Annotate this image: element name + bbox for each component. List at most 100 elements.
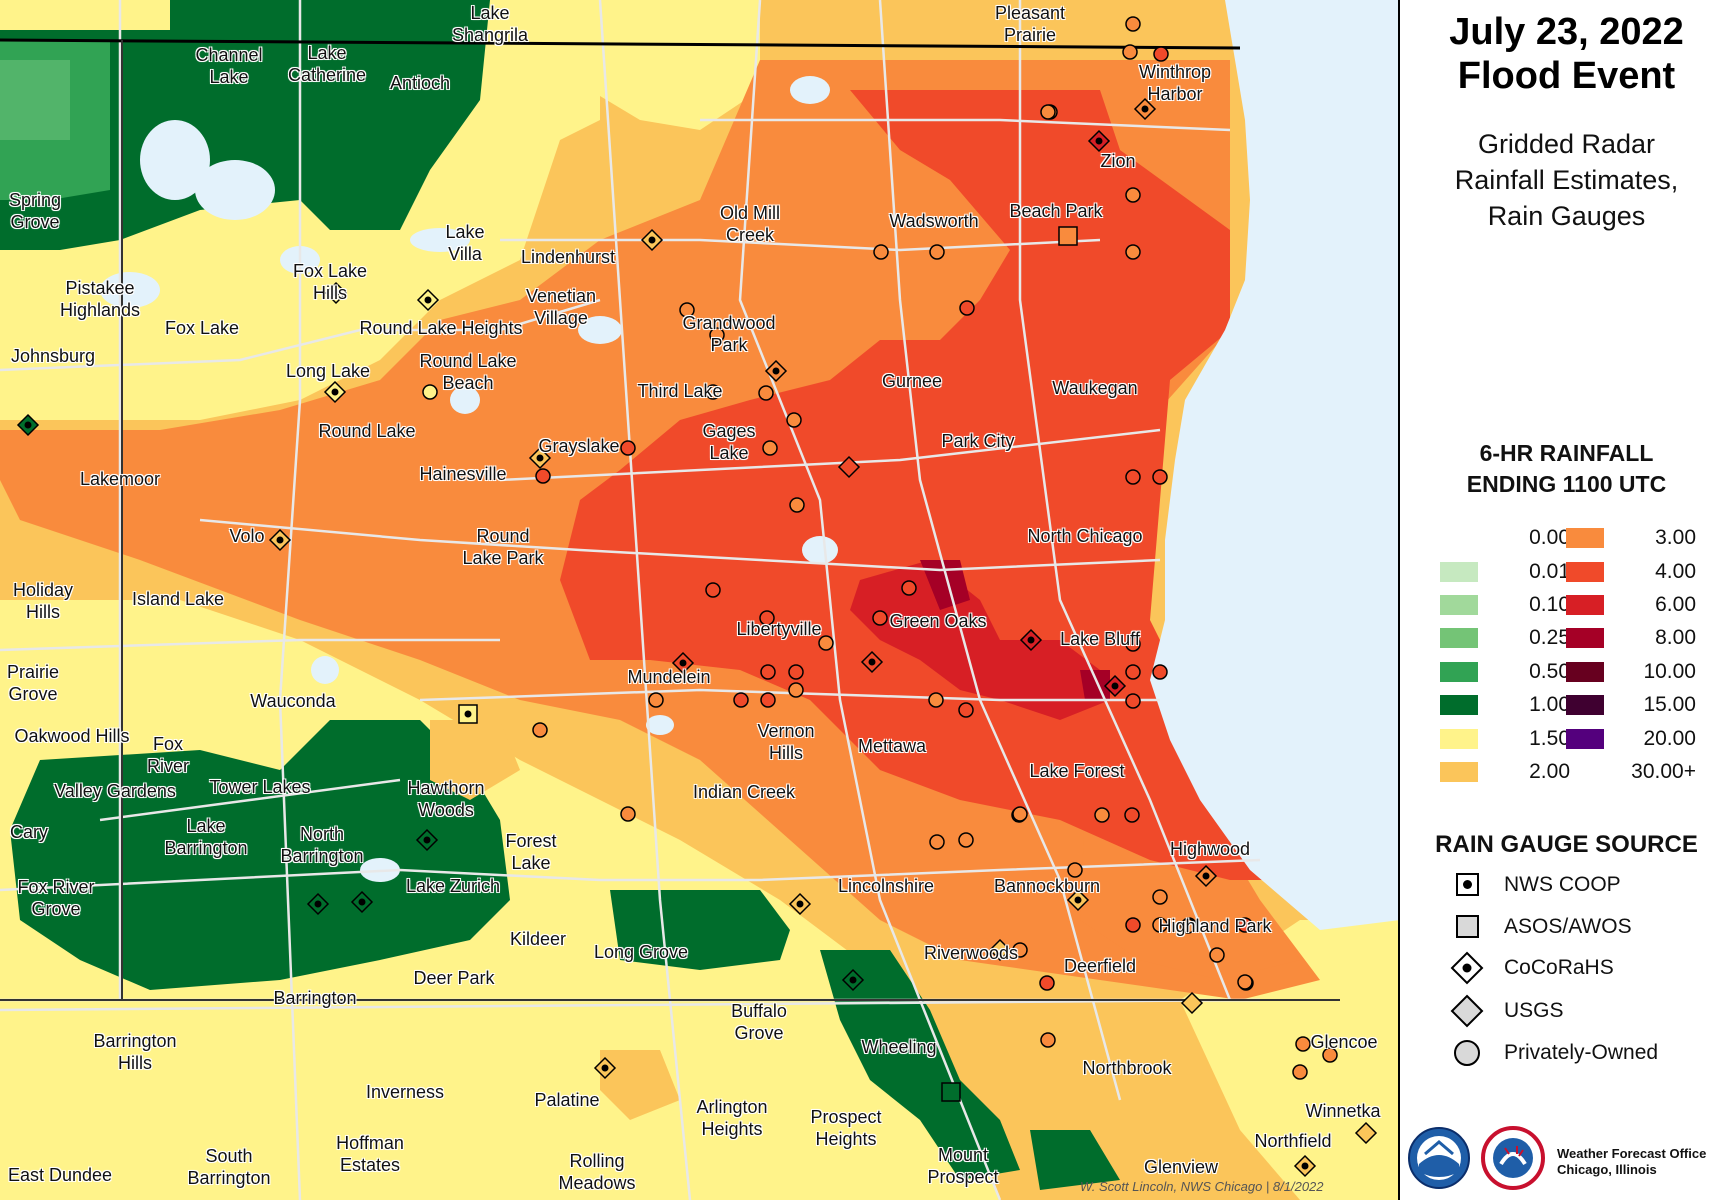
nws-coop-gauge-dot	[464, 710, 472, 718]
privately-owned-gauge	[818, 635, 834, 651]
road	[0, 638, 500, 652]
privately-owned-gauge	[648, 692, 664, 708]
privately-owned-gauge	[929, 244, 945, 260]
legend-swatch	[1566, 528, 1604, 548]
privately-owned-gauge	[760, 664, 776, 680]
rainfall-grid-layer	[0, 0, 1398, 1200]
gauge-source-item-4: Privately-Owned	[1450, 1036, 1730, 1070]
cocorahs-gauge-dot	[601, 1064, 609, 1072]
legend-label: 15.00	[1643, 693, 1696, 716]
cocorahs-gauge-dot	[536, 454, 544, 462]
privately-owned-gauge	[1153, 46, 1169, 62]
inland-lake	[802, 536, 838, 564]
cocorahs-gauge-dot	[648, 236, 656, 244]
privately-owned-gauge	[1292, 1064, 1308, 1080]
square-dot-icon	[1456, 873, 1479, 896]
legend-swatch	[1440, 729, 1478, 749]
road	[199, 518, 1161, 572]
inland-lake	[646, 715, 674, 735]
legend-swatch	[1566, 662, 1604, 682]
office-label: Weather Forecast Office Chicago, Illinoi…	[1557, 1146, 1707, 1177]
privately-owned-gauge	[958, 832, 974, 848]
cocorahs-gauge-dot	[423, 836, 431, 844]
privately-owned-gauge	[1322, 1047, 1338, 1063]
privately-owned-gauge	[705, 384, 721, 400]
privately-owned-gauge	[1012, 942, 1028, 958]
road	[278, 0, 302, 1200]
legend-label: 10.00	[1643, 660, 1696, 683]
road	[499, 428, 1161, 482]
privately-owned-gauge	[1152, 889, 1168, 905]
legend-label: 0.01	[1529, 560, 1570, 583]
privately-owned-gauge	[760, 692, 776, 708]
author-credit: W. Scott Lincoln, NWS Chicago | 8/1/2022	[1080, 1179, 1324, 1194]
privately-owned-gauge	[620, 806, 636, 822]
privately-owned-gauge	[1180, 918, 1196, 934]
cocorahs-gauge-dot	[332, 289, 340, 297]
inland-lake	[195, 160, 275, 220]
privately-owned-gauge	[788, 664, 804, 680]
gauge-source-label: Privately-Owned	[1504, 1041, 1659, 1064]
inland-lake	[100, 272, 160, 308]
cocorahs-gauge-dot	[849, 976, 857, 984]
privately-owned-gauge	[535, 468, 551, 484]
zone-1-00	[1030, 1130, 1120, 1190]
legend-label: 20.00	[1643, 727, 1696, 750]
road	[0, 298, 601, 372]
cocorahs-gauge-dot	[1074, 896, 1082, 904]
rainfall-map[interactable]: Lake Shangrila Pleasant Prairie Channel La…	[0, 0, 1400, 1200]
rainfall-fill-layer	[0, 0, 1398, 1200]
privately-owned-gauge	[1125, 16, 1141, 32]
cocorahs-gauge-dot	[796, 900, 804, 908]
privately-owned-gauge	[679, 302, 695, 318]
privately-owned-gauge	[532, 722, 548, 738]
legend-swatch	[1566, 628, 1604, 648]
privately-owned-gauge	[1209, 947, 1225, 963]
zone-6-00	[850, 560, 1110, 720]
legend-swatch	[1440, 695, 1478, 715]
legend-label: 0.25	[1529, 626, 1570, 649]
cocorahs-gauge-dot	[24, 421, 32, 429]
usgs-gauge	[837, 455, 861, 479]
privately-owned-gauge	[1125, 244, 1141, 260]
square-icon	[1456, 915, 1479, 938]
diamond-icon	[1450, 994, 1484, 1028]
privately-owned-gauge	[1012, 806, 1028, 822]
privately-owned-gauge	[901, 580, 917, 596]
legend-label: 3.00	[1655, 526, 1696, 549]
legend-swatch	[1440, 662, 1478, 682]
privately-owned-gauge	[1125, 187, 1141, 203]
legend-swatch	[1440, 595, 1478, 615]
legend-panel: July 23, 2022 Flood Event Gridded Radar …	[1400, 0, 1733, 1200]
privately-owned-gauge	[1040, 1032, 1056, 1048]
cocorahs-gauge-dot	[1141, 105, 1149, 113]
road	[99, 778, 401, 822]
inland-lake	[410, 228, 470, 252]
cocorahs-gauge-dot	[1301, 1162, 1309, 1170]
usgs-gauge	[1354, 1121, 1378, 1145]
privately-owned-gauge	[422, 384, 438, 400]
road	[500, 238, 1101, 252]
cocorahs-gauge-dot	[1202, 872, 1210, 880]
cocorahs-gauge-dot	[679, 659, 687, 667]
gauge-source-item-1: ASOS/AWOS	[1450, 910, 1730, 944]
road	[700, 118, 1231, 132]
zone-1-00	[10, 720, 510, 990]
cocorahs-gauge-dot	[314, 900, 322, 908]
usgs-gauge	[1180, 991, 1204, 1015]
privately-owned-gauge	[1295, 1036, 1311, 1052]
inland-lake	[578, 316, 622, 344]
legend-swatch	[1566, 695, 1604, 715]
zone-2-00	[430, 720, 520, 800]
privately-owned-gauge	[759, 610, 775, 626]
rainfall-legend-heading: 6-HR RAINFALL ENDING 1100 UTC	[1466, 440, 1667, 497]
privately-owned-gauge	[1237, 974, 1253, 990]
legend-label: 30.00+	[1631, 760, 1696, 783]
inland-lake	[790, 76, 830, 104]
privately-owned-gauge	[620, 440, 636, 456]
privately-owned-gauge	[872, 610, 888, 626]
privately-owned-gauge	[1125, 636, 1141, 652]
gauge-source-label: CoCoRaHS	[1504, 956, 1614, 979]
legend-swatch	[1566, 562, 1604, 582]
zone-1-50	[560, 0, 760, 130]
